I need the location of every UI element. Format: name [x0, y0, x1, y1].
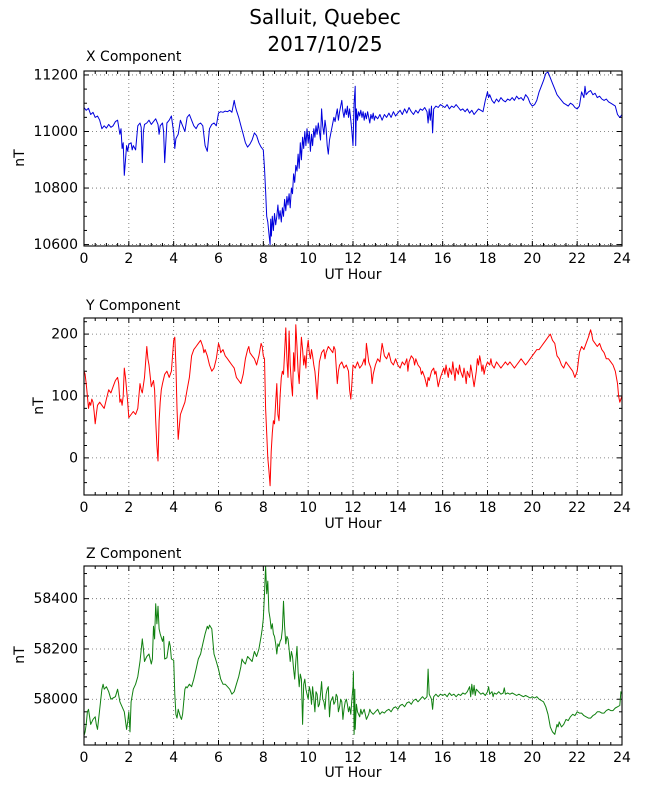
y-axis-label-y-chart: nT [31, 397, 47, 415]
x-tick-label: 4 [169, 251, 178, 267]
chart-title-x-component: X Component [86, 49, 182, 65]
y-tick-label: 11200 [33, 67, 78, 83]
x-tick-label: 22 [568, 251, 586, 267]
z-component-line [83, 565, 623, 736]
x-tick-label: 6 [214, 750, 223, 766]
x-tick-label: 24 [613, 750, 631, 766]
y-tick-label: 58000 [33, 692, 78, 708]
x-tick-label: 8 [259, 500, 268, 516]
x-tick-label: 0 [80, 750, 89, 766]
x-tick-label: 10 [299, 251, 317, 267]
x-tick-label: 16 [434, 750, 452, 766]
y-tick-label: 58200 [33, 641, 78, 657]
x-tick-label: 14 [389, 750, 407, 766]
x-tick-label: 12 [344, 750, 362, 766]
x-tick-label: 0 [80, 500, 89, 516]
x-tick-label: 18 [479, 750, 497, 766]
x-tick-label: 2 [124, 251, 133, 267]
x-tick-label: 10 [299, 750, 317, 766]
x-axis-label-y-chart: UT Hour [324, 516, 382, 532]
x-tick-label: 14 [389, 251, 407, 267]
y-tick-label: 10800 [33, 181, 78, 197]
x-tick-label: 18 [479, 500, 497, 516]
y-tick-label: 11000 [33, 124, 78, 140]
y-axis-label-x-chart: nT [12, 149, 28, 167]
x-tick-label: 2 [124, 500, 133, 516]
x-tick-label: 6 [214, 500, 223, 516]
y-tick-label: 10600 [33, 237, 78, 253]
y-tick-label: 100 [51, 388, 78, 404]
x-tick-label: 18 [479, 251, 497, 267]
page-title: Salluit, Quebec [249, 5, 401, 29]
page-subtitle: 2017/10/25 [267, 32, 383, 56]
x-tick-label: 8 [259, 750, 268, 766]
x-tick-label: 22 [568, 500, 586, 516]
x-tick-label: 12 [344, 251, 362, 267]
plot-border [83, 70, 623, 247]
x-component-line [83, 71, 623, 246]
x-tick-label: 16 [434, 500, 452, 516]
y-tick-label: 200 [51, 327, 78, 343]
x-tick-label: 2 [124, 750, 133, 766]
y-component-line [83, 324, 623, 487]
x-tick-label: 6 [214, 251, 223, 267]
x-tick-label: 4 [169, 750, 178, 766]
x-tick-label: 22 [568, 750, 586, 766]
x-tick-label: 24 [613, 251, 631, 267]
x-tick-label: 20 [523, 500, 541, 516]
x-tick-label: 16 [434, 251, 452, 267]
x-tick-label: 10 [299, 500, 317, 516]
plot-border [83, 317, 623, 496]
x-axis-label-x-chart: UT Hour [324, 267, 382, 283]
chart-title-y-component: Y Component [86, 298, 181, 314]
x-tick-label: 0 [80, 251, 89, 267]
chart-title-z-component: Z Component [86, 546, 182, 562]
x-tick-label: 8 [259, 251, 268, 267]
plot-border [83, 565, 623, 746]
y-tick-label: 58400 [33, 591, 78, 607]
x-tick-label: 12 [344, 500, 362, 516]
x-tick-label: 14 [389, 500, 407, 516]
x-tick-label: 20 [523, 251, 541, 267]
y-axis-label-z-chart: nT [12, 646, 28, 664]
y-tick-label: 0 [69, 450, 78, 466]
x-tick-label: 20 [523, 750, 541, 766]
x-tick-label: 24 [613, 500, 631, 516]
x-axis-label-z-chart: UT Hour [324, 765, 382, 781]
x-tick-label: 4 [169, 500, 178, 516]
